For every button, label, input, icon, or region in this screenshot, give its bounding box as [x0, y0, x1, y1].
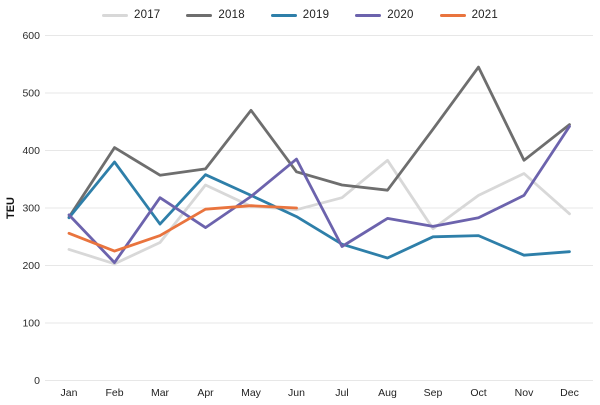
y-tick-label-0: 0: [34, 375, 40, 387]
x-tick-label-jun: Jun: [288, 387, 305, 399]
y-tick-label-500: 500: [22, 88, 40, 100]
y-tick-label-300: 300: [22, 203, 40, 215]
y-tick-label-600: 600: [22, 30, 40, 42]
y-tick-label-400: 400: [22, 145, 40, 157]
x-tick-label-jan: Jan: [61, 387, 78, 399]
x-tick-label-jul: Jul: [335, 387, 348, 399]
x-tick-label-oct: Oct: [470, 387, 486, 399]
legend-label: 2017: [134, 9, 161, 21]
legend-item-2018[interactable]: 2018: [186, 9, 245, 21]
y-axis-title: TEU: [5, 197, 17, 219]
y-tick-label-100: 100: [22, 318, 40, 330]
series-line-2021: [67, 204, 298, 253]
legend-item-2021[interactable]: 2021: [439, 9, 498, 21]
legend-label: 2018: [218, 9, 245, 21]
series-line-2019: [67, 160, 571, 260]
x-tick-label-nov: Nov: [515, 387, 534, 399]
x-tick-label-mar: Mar: [151, 387, 170, 399]
legend-swatch-icon: [270, 13, 297, 17]
legend-swatch-icon: [102, 13, 129, 17]
legend-label: 2021: [471, 9, 498, 21]
legend-swatch-icon: [355, 13, 382, 17]
x-tick-label-apr: Apr: [197, 387, 214, 399]
x-tick-label-may: May: [241, 387, 262, 399]
legend-label: 2019: [302, 9, 330, 21]
legend-item-2019[interactable]: 2019: [270, 9, 330, 21]
x-tick-label-aug: Aug: [378, 387, 397, 399]
legend-item-2020[interactable]: 2020: [355, 9, 413, 21]
legend-label: 2020: [387, 9, 414, 21]
legend-item-2017[interactable]: 2017: [102, 9, 160, 21]
series-line-2017: [67, 158, 571, 266]
x-tick-label-sep: Sep: [424, 387, 443, 399]
legend-swatch-icon: [439, 13, 466, 17]
x-tick-label-feb: Feb: [105, 387, 123, 399]
legend: 2017 2018 2019 2020 2021: [0, 6, 600, 24]
y-tick-label-200: 200: [22, 260, 40, 272]
series-line-2020: [67, 125, 571, 265]
series-line-2018: [67, 65, 571, 219]
legend-swatch-icon: [186, 13, 213, 17]
x-tick-label-dec: Dec: [560, 387, 579, 399]
